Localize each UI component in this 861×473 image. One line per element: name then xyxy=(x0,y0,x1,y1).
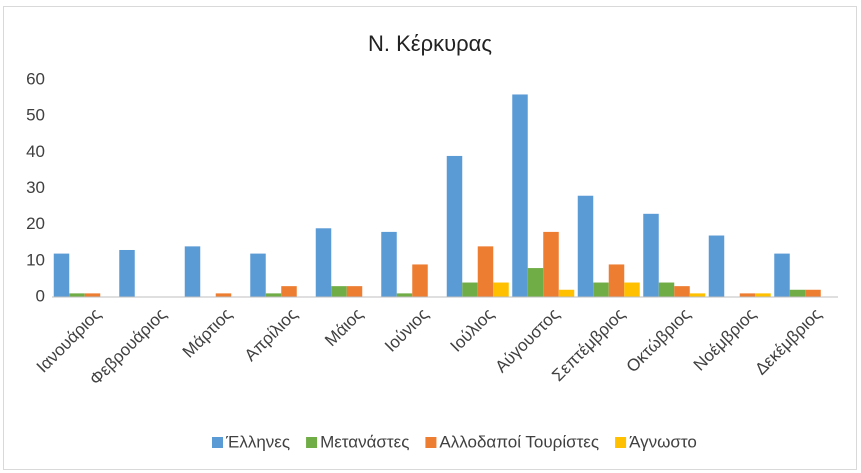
bar xyxy=(577,195,594,297)
bar xyxy=(346,286,363,297)
bar xyxy=(674,286,690,297)
bar xyxy=(543,231,559,297)
legend-swatch xyxy=(306,437,318,448)
bar xyxy=(281,286,297,297)
bar xyxy=(739,293,756,297)
bar xyxy=(512,94,528,297)
y-tick-label: 60 xyxy=(26,69,45,88)
legend-label: Μετανάστες xyxy=(320,432,409,451)
bar xyxy=(462,282,478,297)
legend-swatch xyxy=(425,437,437,448)
bar xyxy=(215,293,232,297)
bar xyxy=(624,282,640,297)
legend-swatch xyxy=(212,437,223,448)
chart-frame xyxy=(3,6,857,470)
legend-label: Έλληνες xyxy=(225,432,290,451)
y-tick-label: 10 xyxy=(26,250,45,269)
bar xyxy=(53,253,70,297)
bar xyxy=(658,282,675,297)
bar xyxy=(789,289,806,297)
bar xyxy=(805,289,821,297)
bar xyxy=(412,264,428,297)
bar xyxy=(84,293,101,297)
legend-swatch xyxy=(615,437,627,448)
bar xyxy=(493,282,509,297)
bar xyxy=(119,249,135,297)
bar xyxy=(331,286,347,297)
y-tick-label: 30 xyxy=(26,178,45,197)
bar xyxy=(477,246,494,297)
bar xyxy=(608,264,625,297)
y-tick-label: 40 xyxy=(26,142,45,161)
bar xyxy=(689,293,706,297)
legend-label: Άγνωστο xyxy=(629,432,697,451)
y-tick-label: 50 xyxy=(26,106,45,125)
bar xyxy=(250,253,266,297)
legend-label: Αλλοδαποί Τουρίστες xyxy=(439,432,599,451)
chart-title: Ν. Κέρκυρας xyxy=(368,31,492,56)
bar xyxy=(184,246,201,297)
bar xyxy=(396,293,413,297)
bar xyxy=(265,293,282,297)
bar xyxy=(774,253,790,297)
bar xyxy=(593,282,609,297)
bar xyxy=(315,228,332,297)
y-tick-label: 0 xyxy=(36,286,45,305)
bar xyxy=(381,231,397,297)
bar xyxy=(708,235,725,297)
bar xyxy=(643,213,659,297)
bar xyxy=(527,268,544,297)
bar xyxy=(558,289,575,297)
bar xyxy=(755,293,771,297)
bar xyxy=(69,293,85,297)
y-tick-label: 20 xyxy=(26,214,45,233)
bar xyxy=(446,155,463,297)
